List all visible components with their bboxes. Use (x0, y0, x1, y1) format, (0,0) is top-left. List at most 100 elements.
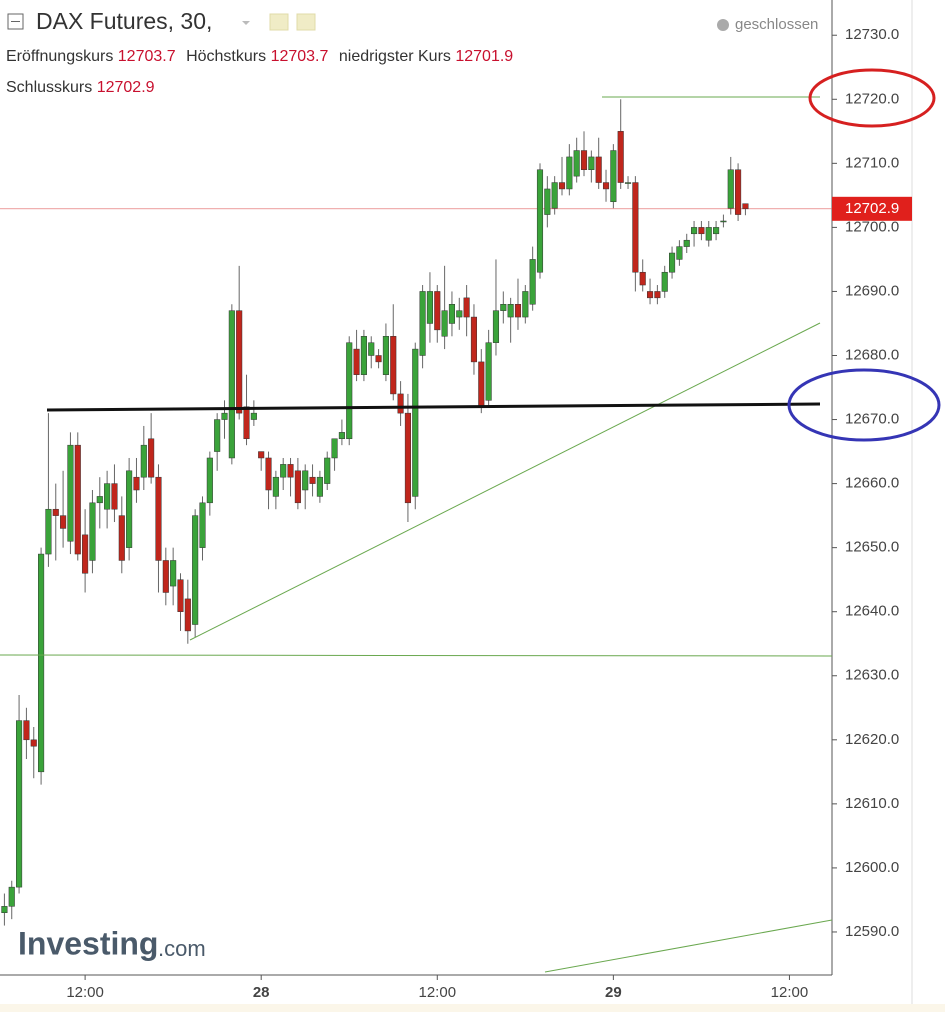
candle-body (74, 444, 81, 555)
y-tick-label: 12640.0 (845, 603, 899, 620)
candle-body (544, 188, 551, 215)
candle-body (404, 412, 411, 504)
ohlc-value: 12703.7 (270, 48, 329, 65)
candle-body (639, 271, 646, 286)
candle-body (705, 227, 712, 241)
candle-body (265, 457, 272, 491)
y-tick-label: 12690.0 (845, 282, 899, 299)
candle-body (250, 412, 257, 420)
candle-body (646, 291, 654, 299)
x-tick-label: 28 (253, 984, 270, 1001)
ohlc-value: 12702.9 (96, 79, 155, 96)
candle-body (60, 515, 67, 529)
candle-body (492, 310, 500, 343)
support-line (0, 654, 833, 657)
highlight-ellipse (787, 368, 941, 442)
candle-body (82, 534, 89, 574)
candle-body (434, 291, 441, 331)
tool-icon[interactable] (269, 13, 289, 31)
candle-body (390, 336, 397, 395)
chart-title: DAX Futures, 30, (36, 8, 212, 34)
ohlc-value: 12701.9 (455, 48, 514, 65)
collapse-icon[interactable] (7, 13, 24, 30)
candle-body (654, 291, 661, 299)
bottom-strip (0, 1004, 945, 1012)
trend-line (189, 322, 821, 641)
candle-body (595, 156, 602, 183)
y-tick-label: 12680.0 (845, 346, 899, 363)
candle-body (426, 291, 433, 324)
candle-body (331, 438, 338, 459)
candle-body (360, 336, 367, 375)
candle-body (302, 470, 309, 491)
logo: Investing (18, 925, 158, 961)
resistance-line (46, 402, 821, 412)
candle-body (588, 156, 595, 170)
candle-body (456, 310, 463, 318)
tool-icon[interactable] (296, 13, 316, 31)
candle-body (228, 310, 235, 459)
candle-body (580, 150, 588, 170)
candle-body (485, 342, 492, 401)
ohlc-label: Höchstkurs (186, 48, 267, 65)
y-tick-label: 12710.0 (845, 154, 899, 171)
candle-body (551, 182, 558, 209)
candle-body (177, 579, 184, 612)
candle-body (397, 393, 404, 414)
candle-body (118, 515, 125, 561)
candle-body (45, 508, 52, 555)
y-tick-label: 12730.0 (845, 26, 899, 43)
candle-body (698, 227, 705, 235)
ohlc-header: Schlusskurs 12702.9 (6, 79, 161, 97)
candle-body (529, 259, 536, 305)
y-tick-label: 12650.0 (845, 539, 899, 556)
candle-body (236, 310, 243, 414)
candle-body (38, 553, 45, 773)
candle-body (346, 342, 353, 440)
candle-body (507, 304, 514, 318)
candle-body (192, 515, 199, 625)
status: geschlossen (735, 16, 818, 33)
candle-body (375, 355, 382, 363)
candle-body (221, 412, 228, 420)
candle-body (735, 169, 742, 215)
y-tick-label: 12630.0 (845, 667, 899, 684)
candle-body (104, 483, 111, 510)
candle-body (624, 182, 632, 184)
candle-body (155, 476, 162, 561)
candle-body (514, 304, 522, 318)
candle-body (111, 483, 118, 510)
x-tick-label: 12:00 (66, 984, 104, 1001)
candle-body (324, 457, 331, 484)
ohlc-value: 12703.7 (117, 48, 176, 65)
candle-body (96, 496, 103, 504)
ohlc-label: Schlusskurs (6, 79, 93, 96)
candle-body (448, 304, 456, 324)
candle-body (126, 470, 133, 548)
ohlc-header: Eröffnungskurs 12703.7 Höchstkurs 12703.… (6, 48, 519, 66)
candle-body (463, 297, 470, 318)
x-tick-label: 12:00 (771, 984, 809, 1001)
candle-body (368, 342, 375, 356)
candle-body (610, 150, 617, 203)
candle-body (500, 304, 507, 311)
candle-body (632, 182, 639, 273)
dropdown-caret[interactable] (242, 21, 250, 25)
candle-body (661, 271, 668, 292)
candle-body (133, 476, 140, 491)
candle-body (382, 336, 389, 375)
candle-body (617, 131, 624, 183)
candle-body (30, 739, 37, 747)
candle-body (727, 169, 734, 209)
candle-body (309, 476, 316, 484)
y-tick-label: 12700.0 (845, 218, 899, 235)
y-tick-label: 12590.0 (845, 923, 899, 940)
candle-body (720, 220, 727, 223)
last-price-box (832, 196, 912, 221)
candle-body (170, 560, 177, 587)
candle-body (140, 444, 147, 478)
candle-body (206, 457, 213, 504)
drawings (0, 68, 941, 973)
candle-body (566, 156, 573, 190)
